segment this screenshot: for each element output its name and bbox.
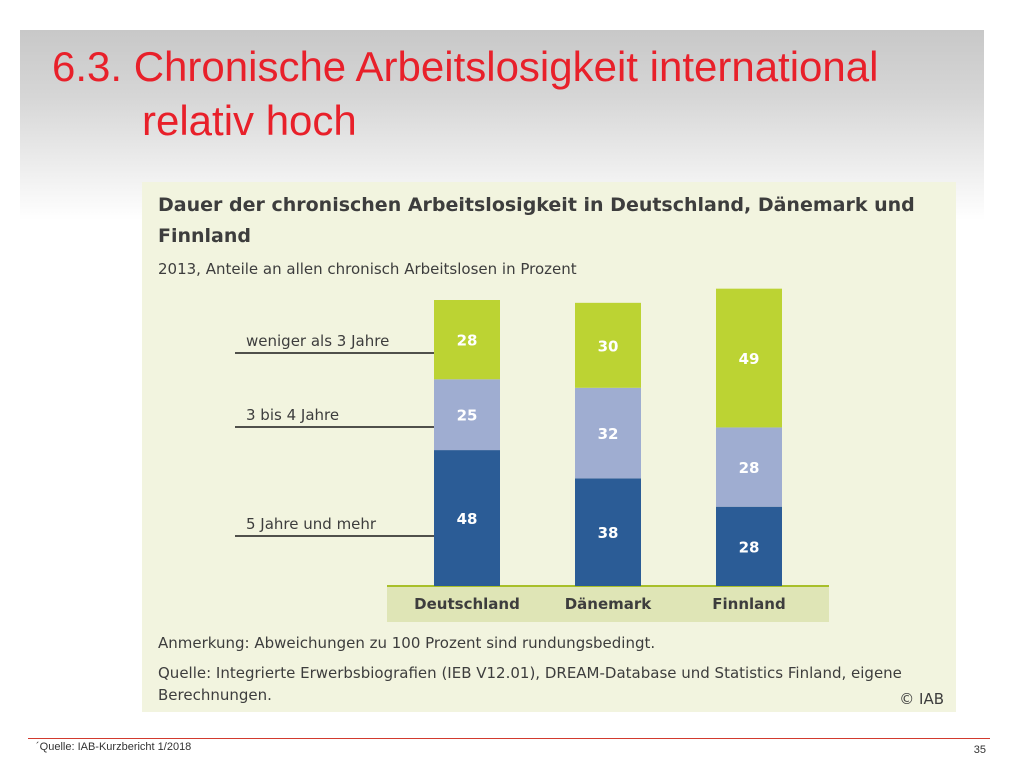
chart-figure: Dauer der chronischen Arbeitslosigkeit i… (142, 182, 956, 712)
bar-finnland-series-1 (716, 427, 782, 507)
copyright-label: © IAB (899, 690, 944, 708)
category-axis-band (387, 586, 829, 622)
category-label: Dänemark (565, 595, 653, 613)
bar-value-label: 49 (739, 350, 760, 368)
category-label: Finnland (712, 595, 785, 613)
bar-value-label: 25 (457, 407, 478, 425)
bar-dänemark-series-1 (575, 387, 641, 479)
legend-label: weniger als 3 Jahre (246, 332, 389, 350)
chart-subtitle: 2013, Anteile an allen chronisch Arbeits… (158, 260, 577, 278)
chart-note: Anmerkung: Abweichungen zu 100 Prozent s… (158, 634, 656, 652)
legend-label: 3 bis 4 Jahre (246, 406, 339, 424)
slide-title-line-1: 6.3. Chronische Arbeitslosigkeit interna… (52, 43, 879, 90)
bar-dänemark-series-2 (575, 302, 641, 388)
footer-source: ´Quelle: IAB-Kurzbericht 1/2018 (36, 741, 192, 753)
stacked-bar-chart: 48 38 28 25 32 28 28 30 49 Deutschland Dänemark Fin… (235, 288, 829, 622)
chart-title: Dauer der chronischen Arbeitslosigkeit i… (158, 194, 915, 247)
bar-value-label: 28 (739, 538, 760, 556)
page-number: 35 (973, 744, 986, 756)
bar-deutschland-series-0 (434, 450, 500, 586)
bar-value-label: 38 (598, 524, 619, 542)
bar-finnland-series-0 (716, 506, 782, 586)
bar-finnland-series-2 (716, 288, 782, 428)
bar-deutschland-series-1 (434, 379, 500, 451)
category-label: Deutschland (414, 595, 520, 613)
slide-title-line-2: relativ hoch (142, 97, 357, 144)
bar-value-label: 32 (598, 425, 619, 443)
bar-dänemark-series-0 (575, 478, 641, 586)
footer-divider (28, 738, 990, 739)
slide-title: 6.3. Chronische Arbeitslosigkeit interna… (52, 40, 878, 148)
bar-value-label: 48 (457, 510, 478, 528)
chart-source: Quelle: Integrierte Erwerbsbiografien (I… (158, 664, 902, 704)
bar-value-label: 28 (739, 459, 760, 477)
legend-label: 5 Jahre und mehr (246, 515, 377, 533)
bar-value-label: 28 (457, 332, 478, 350)
bar-value-label: 30 (598, 337, 619, 355)
bar-deutschland-series-2 (434, 300, 500, 380)
